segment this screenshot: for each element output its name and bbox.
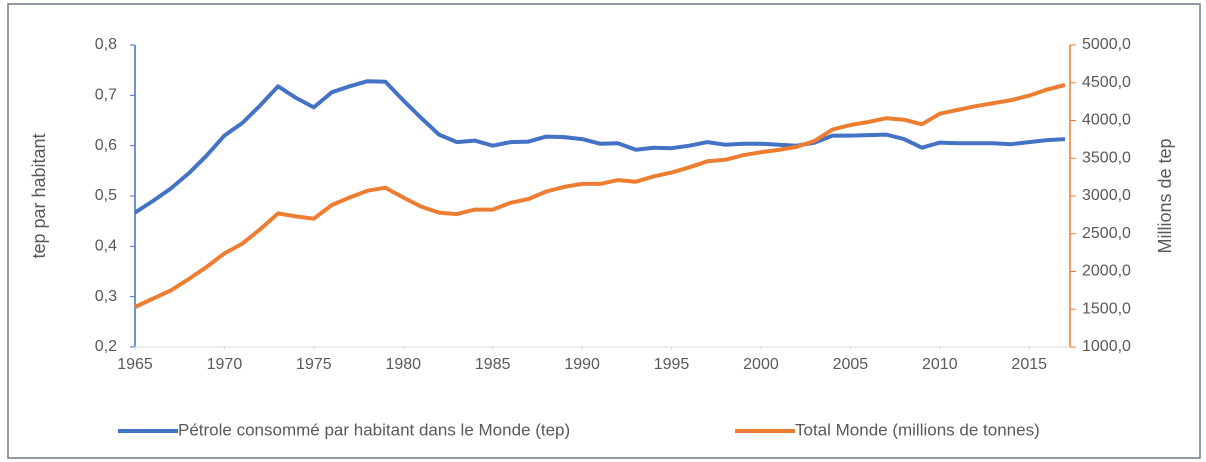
series-line	[134, 83, 1066, 309]
x-tick-label: 1980	[385, 356, 421, 373]
y-tick-label: 0,3	[95, 288, 117, 305]
chart-frame	[7, 3, 1201, 459]
legend-label: Total Monde (millions de tonnes)	[795, 420, 1040, 439]
y2-tick-label: 1500,0	[1082, 300, 1131, 317]
y2-tick-label: 2500,0	[1082, 225, 1131, 242]
x-tick-label: 1970	[207, 356, 243, 373]
y2-tick-label: 3500,0	[1082, 149, 1131, 166]
y2-tick-label: 3000,0	[1082, 187, 1131, 204]
y-tick-label: 0,5	[95, 187, 117, 204]
x-tick-label: 1995	[654, 356, 690, 373]
y2-tick-label: 5000,0	[1082, 36, 1131, 53]
legend-label: Pétrole consommé par habitant dans le Mo…	[178, 420, 570, 439]
y-tick-label: 0,6	[95, 137, 117, 154]
x-tick-label: 2015	[1011, 356, 1047, 373]
x-tick-label: 1975	[296, 356, 332, 373]
x-tick-label: 2000	[743, 356, 779, 373]
y2-tick-label: 4000,0	[1082, 112, 1131, 129]
y2-tick-label: 1000,0	[1082, 338, 1131, 355]
x-tick-label: 1990	[564, 356, 600, 373]
x-tick-label: 1985	[475, 356, 511, 373]
y2-tick-label: 4500,0	[1082, 74, 1131, 91]
y-axis-label: tep par habitant	[29, 133, 49, 258]
x-tick-label: 2005	[833, 356, 869, 373]
x-tick-label: 1965	[117, 356, 153, 373]
y2-axis-label: Millions de tep	[1155, 138, 1175, 253]
series-line	[133, 79, 1066, 215]
y-tick-label: 0,7	[95, 87, 117, 104]
y-tick-label: 0,2	[95, 338, 117, 355]
y-tick-label: 0,8	[95, 36, 117, 53]
y2-tick-label: 2000,0	[1082, 263, 1131, 280]
x-tick-label: 2010	[922, 356, 958, 373]
y-tick-label: 0,4	[95, 238, 117, 255]
